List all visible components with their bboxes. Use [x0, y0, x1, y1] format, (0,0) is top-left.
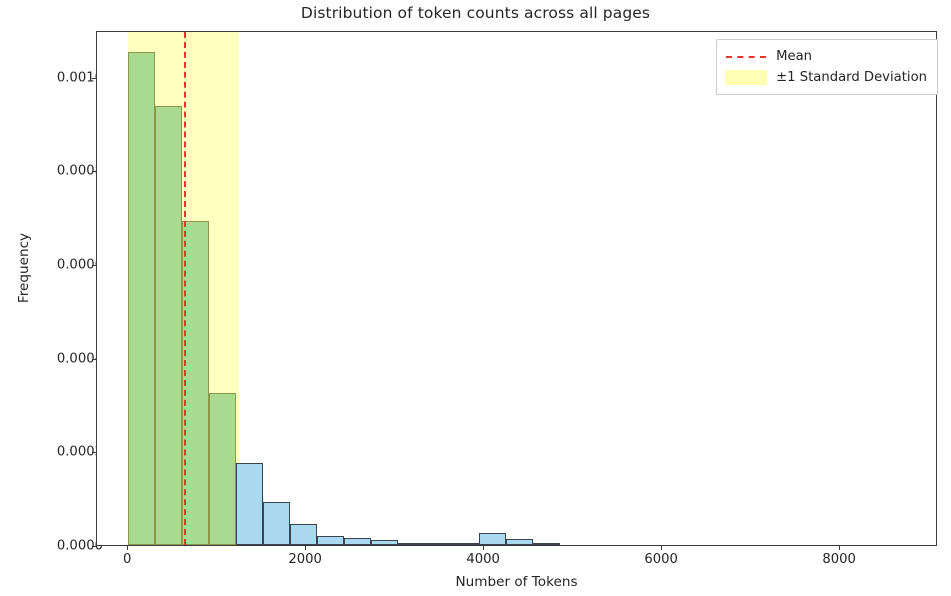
y-tick-label: 0.0004 [56, 351, 103, 367]
x-tick-label: 0 [122, 552, 132, 567]
y-tick-mark [92, 546, 96, 547]
x-tick-mark [305, 546, 307, 550]
y-tick-label: 0.0002 [56, 444, 103, 460]
y-tick-label: 0.0010 [56, 70, 103, 86]
y-tick-mark [92, 265, 96, 267]
histogram-bar [424, 543, 452, 545]
legend-item-std: ±1 Standard Deviation [725, 67, 927, 88]
x-tick-mark [839, 546, 841, 550]
x-tick-label: 4000 [466, 552, 500, 567]
histogram-bar [532, 543, 560, 545]
histogram-bar [451, 543, 479, 545]
histogram-bar [343, 537, 371, 545]
histogram-bar [236, 462, 263, 545]
mean-line [184, 32, 187, 545]
histogram-bar [397, 543, 425, 545]
y-tick-label: 0.0006 [56, 257, 103, 273]
chart-legend: Mean ±1 Standard Deviation [716, 39, 938, 95]
x-axis-label: Number of Tokens [455, 574, 578, 590]
plot-area [96, 31, 937, 546]
histogram-bar [182, 221, 210, 545]
x-tick-mark [661, 546, 663, 550]
histogram-bar [289, 524, 317, 545]
legend-item-mean: Mean [725, 46, 927, 67]
x-tick-mark [127, 546, 129, 550]
y-tick-mark [92, 171, 96, 173]
x-tick-label: 8000 [822, 552, 856, 567]
y-tick-mark [92, 77, 96, 79]
histogram-bar [478, 533, 506, 545]
legend-label-std: ±1 Standard Deviation [776, 70, 927, 85]
histogram-bar [370, 540, 398, 545]
histogram-bar [262, 501, 290, 545]
y-axis-label: Frequency [16, 232, 32, 304]
chart-title: Distribution of token counts across all … [300, 4, 651, 22]
histogram-bar [209, 392, 236, 545]
legend-label-mean: Mean [776, 49, 813, 64]
y-tick-label: 0.0008 [56, 163, 103, 179]
y-tick-mark [92, 358, 96, 360]
histogram-bar [505, 538, 533, 545]
histogram-bar [128, 52, 156, 545]
y-tick-mark [92, 452, 96, 454]
histogram-bar [155, 105, 183, 545]
dashed-line-icon [725, 50, 767, 64]
x-tick-mark [483, 546, 485, 550]
yellow-patch-icon [725, 70, 768, 85]
histogram-bar [316, 536, 344, 545]
x-tick-label: 2000 [288, 552, 322, 567]
histogram-bars-layer [97, 32, 936, 545]
x-tick-label: 6000 [644, 552, 678, 567]
mean-line-layer [97, 32, 936, 545]
y-tick-label: 0.0000 [56, 538, 103, 554]
